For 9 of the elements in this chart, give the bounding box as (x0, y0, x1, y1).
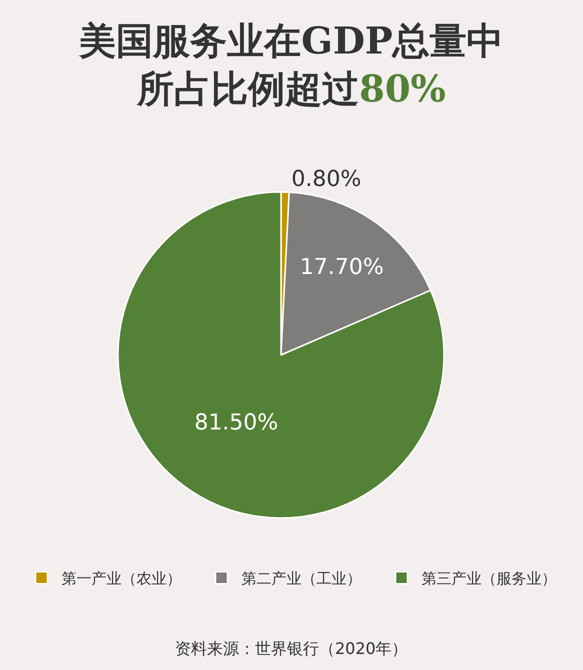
data-label: 17.70% (300, 254, 384, 280)
legend-label: 第一产业（农业） (62, 570, 182, 588)
text: 资料来源：世界银行（2020年） (175, 639, 408, 658)
legend-label: 第二产业（工业） (242, 570, 362, 588)
legend-label: 第三产业（服务业） (422, 570, 556, 588)
chart-title: 美国服务业在GDP总量中所占比例超过80% (78, 18, 504, 110)
data-label: 0.80% (291, 167, 362, 192)
data-label: 81.50% (194, 410, 278, 436)
pie-slice (117, 191, 445, 518)
